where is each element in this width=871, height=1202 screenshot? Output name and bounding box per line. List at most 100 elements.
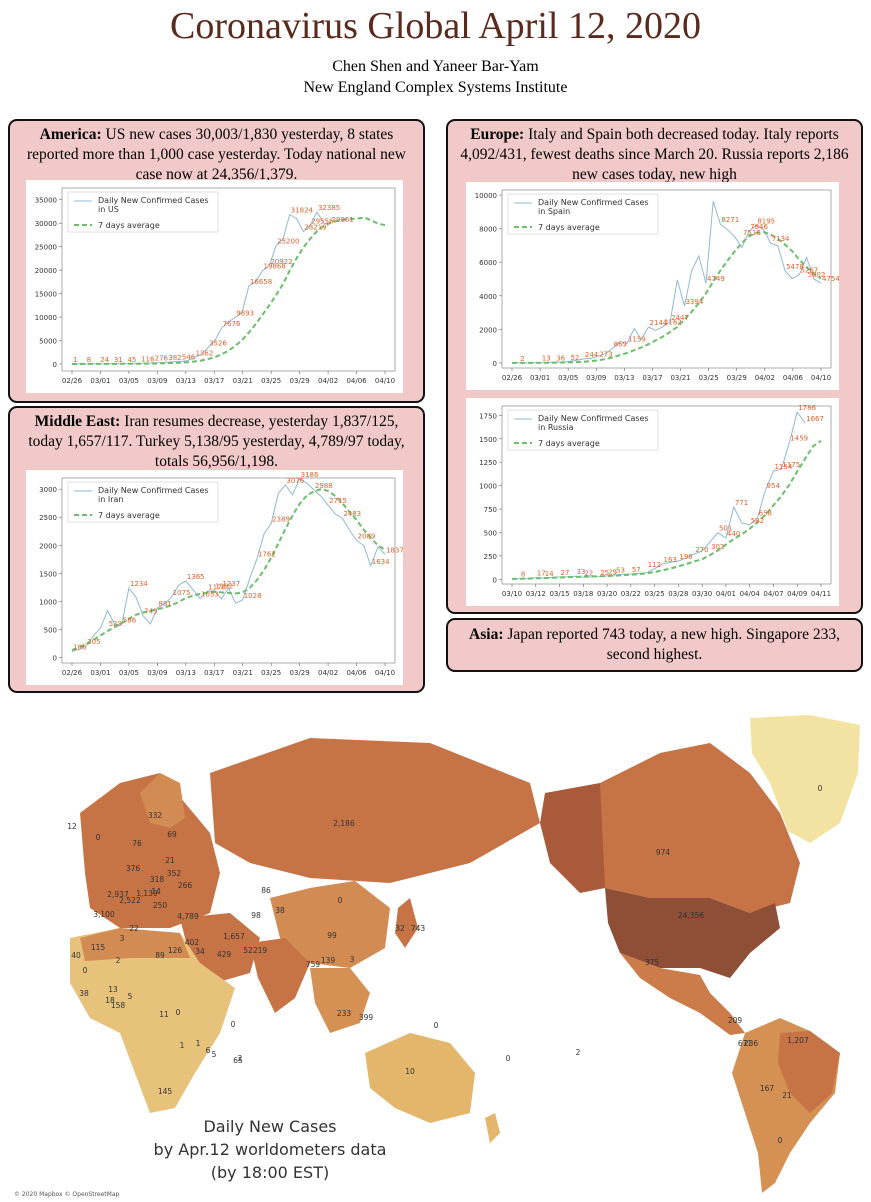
iran-data-label: 1365 (187, 573, 205, 581)
spain-xtick-label: 03/13 (614, 374, 634, 382)
us-xtick-label: 03/09 (147, 377, 167, 385)
russia-data-label: 33 (576, 568, 585, 576)
us-xtick-label: 04/02 (318, 377, 338, 385)
iran-data-label: 586 (123, 617, 137, 625)
spain-data-label: 5478 (786, 263, 804, 271)
iran-data-label: 2389 (272, 515, 290, 523)
russia-legend-avg-label: 7 days average (538, 439, 600, 448)
spain-xtick-label: 03/21 (670, 374, 690, 382)
iran-xtick-label: 03/01 (90, 669, 110, 677)
map-country-label: 375 (645, 958, 660, 967)
us-ytick-label: 15000 (35, 291, 57, 299)
russia-xtick-label: 03/10 (502, 590, 522, 598)
russia-data-label: 17 (537, 570, 546, 578)
spain-xtick-label: 04/02 (755, 374, 775, 382)
map-country-label: 167 (760, 1084, 775, 1093)
iran-chart-svg: 0 500 1000 1500 2000 2500 3000 02/26 03/01 03/05 0… (39, 471, 403, 677)
russia-xtick-label: 03/15 (549, 590, 569, 598)
map-country-label: 24,356 (678, 911, 704, 920)
russia-xtick-label: 04/09 (787, 590, 807, 598)
iran-data-label: 1192 (215, 583, 233, 591)
page-title: Coronavirus Global April 12, 2020 (170, 5, 701, 47)
map-country-label: 266 (178, 881, 193, 890)
iran-xtick-label: 03/09 (147, 669, 167, 677)
iran-ytick-label: 2500 (39, 514, 57, 522)
middle-east-text: Middle East: Iran resumes decrease, yest… (10, 408, 423, 472)
middle-east-body: Iran resumes decrease, yesterday 1,837/1… (28, 413, 405, 470)
iran-data-label: 743 (144, 608, 157, 616)
us-data-label: 31824 (291, 207, 314, 215)
iran-xtick-label: 04/06 (346, 669, 367, 677)
iran-data-label: 205 (87, 638, 100, 646)
map-country-label: 2 (116, 956, 121, 965)
russia-ytick-label: 750 (484, 506, 497, 514)
map-country-label: 2,937 (107, 890, 129, 899)
iran-legend-daily-label: in Iran (98, 495, 123, 504)
us-data-label: 28219 (304, 224, 326, 232)
map-country-label: 158 (111, 1001, 126, 1010)
spain-ytick-label: 8000 (479, 226, 497, 234)
canada-shape (595, 743, 800, 913)
spain-xtick-label: 04/10 (811, 374, 831, 382)
spain-legend-daily-label: in Spain (538, 207, 570, 216)
new-zealand-shape (485, 1113, 500, 1143)
russia-data-label: 771 (735, 499, 748, 507)
iran-data-label: 2715 (329, 497, 347, 505)
institute: New England Complex Systems Institute (303, 79, 568, 96)
us-data-label: 24 (100, 356, 109, 364)
map-country-label: 250 (153, 901, 168, 910)
map-caption-line: (by 18:00 EST) (210, 1163, 330, 1182)
iran-data-label: 1237 (222, 580, 240, 588)
map-country-label: 89 (155, 951, 165, 960)
map-country-label: 4,789 (177, 912, 199, 921)
spain-data-label: 2 (520, 355, 524, 363)
russia-data-label: 112 (648, 561, 661, 569)
russia-data-label: 658 (759, 510, 772, 518)
europe-text: Europe: Italy and Spain both decreased t… (448, 121, 861, 185)
map-country-label: 759 (306, 960, 321, 969)
russia-legend-daily-label: in Russia (538, 423, 574, 432)
russia-avg-line (511, 439, 822, 580)
russia-xtick-label: 03/18 (573, 590, 593, 598)
spain-ytick-label: 6000 (479, 259, 497, 267)
map-country-label: 399 (359, 1013, 374, 1022)
greenland-shape (750, 715, 860, 843)
russia-ytick-label: 1750 (479, 412, 497, 420)
map-country-label: 0 (338, 896, 343, 905)
russia-data-label: 1667 (806, 415, 824, 423)
spain-data-label: 36 (556, 354, 565, 362)
iran-xtick-label: 03/05 (119, 669, 139, 677)
iran-ytick-label: 500 (44, 626, 57, 634)
map-country-label: 98 (251, 911, 261, 920)
russia-xtick-label: 04/01 (716, 590, 736, 598)
spain-chart: 0 2000 4000 6000 8000 10000 02/26 03/01 03/05 03/… (466, 182, 839, 390)
us-xtick-label: 02/26 (62, 377, 83, 385)
russia-data-label: 1459 (790, 435, 808, 443)
us-ytick-label: 10000 (35, 314, 57, 322)
map-country-label: 318 (150, 875, 165, 884)
usa-shape (605, 888, 780, 978)
map-country-label: 10 (405, 1067, 415, 1076)
map-country-label: 3 (350, 955, 355, 964)
india-shape (250, 938, 310, 1013)
russia-data-label: 29 (608, 569, 617, 577)
russia-xtick-label: 03/25 (645, 590, 665, 598)
spain-data-label: 3394 (685, 298, 703, 306)
spain-data-label: 1159 (628, 335, 646, 343)
map-country-label: 0 (434, 1021, 439, 1030)
us-xtick-label: 03/05 (119, 377, 139, 385)
us-data-label: 9893 (236, 310, 254, 318)
us-data-label: 29556 (311, 217, 334, 225)
map-country-label: 1 (180, 1041, 185, 1050)
us-avg-line (72, 216, 386, 365)
us-data-label: 20922 (270, 258, 292, 266)
iran-data-label: 1028 (244, 592, 262, 600)
map-country-label: 139 (321, 956, 336, 965)
iran-data-label: 2483 (343, 510, 361, 518)
map-country-label: 5 (128, 992, 133, 1001)
us-data-label: 382 (168, 354, 181, 362)
spain-data-label: 7516 (743, 229, 761, 237)
russia-ytick-label: 1000 (479, 483, 497, 491)
